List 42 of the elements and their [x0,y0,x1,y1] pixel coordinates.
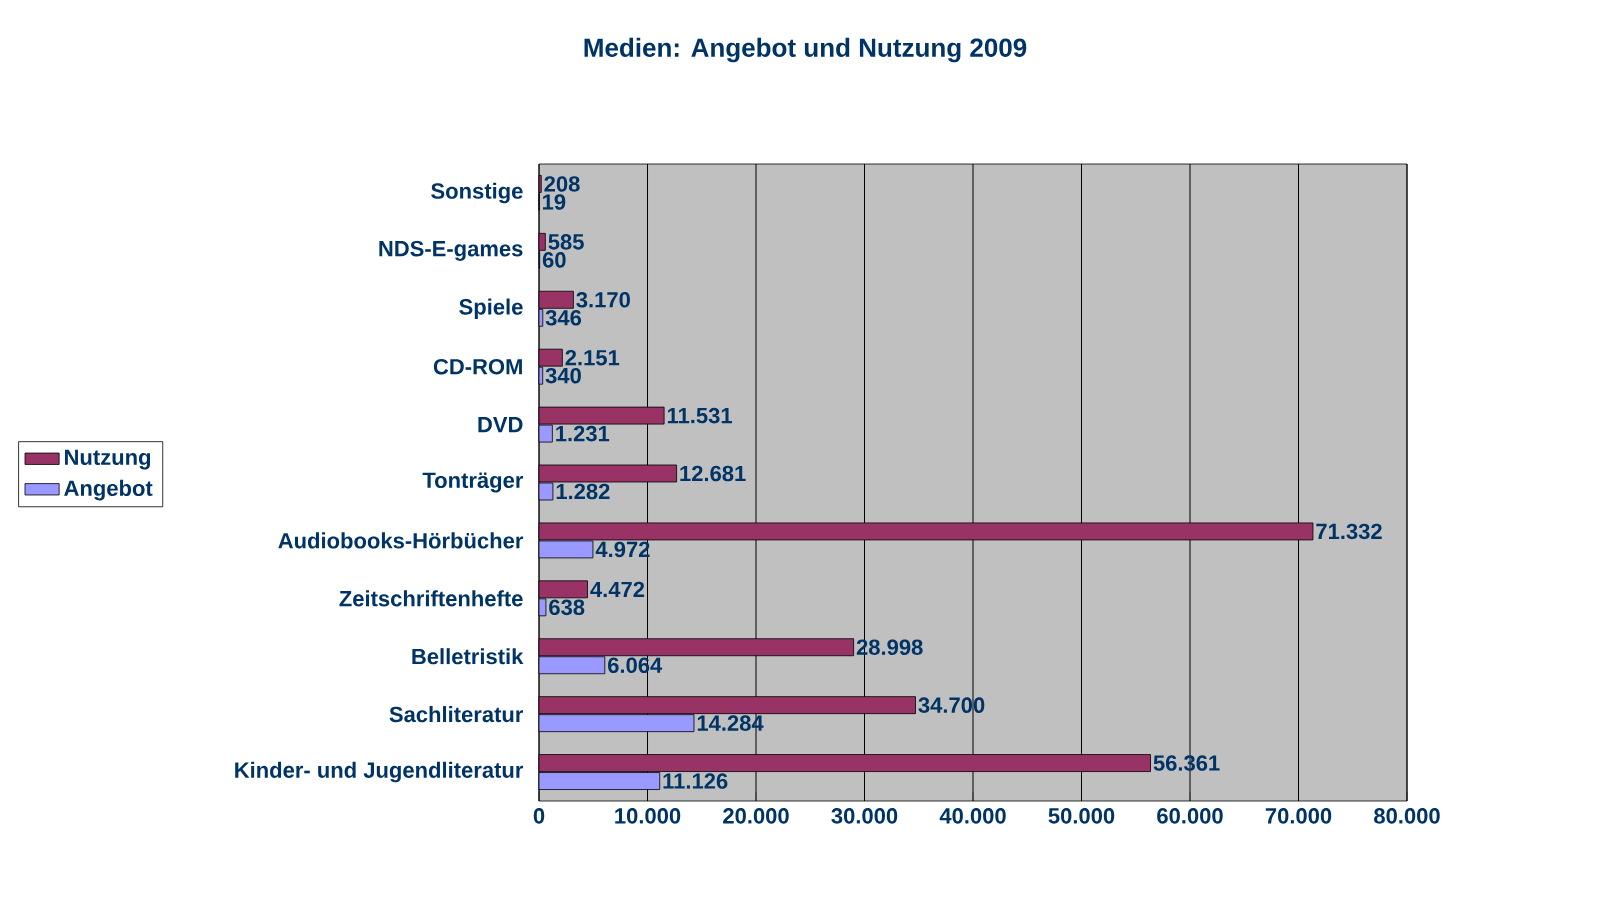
data-label: 346 [545,309,582,326]
y-tick-label: CD-ROM [433,358,522,375]
data-label: 19 [542,194,566,210]
y-tick-label: NDS-E-games [379,240,523,261]
x-tick-label: 10.000 [615,808,681,824]
data-label: 14.284 [697,715,764,731]
x-tick-label: 80.000 [1374,808,1440,824]
data-label: 3.170 [576,291,630,308]
legend-label: Angebot [64,479,153,501]
data-label: 638 [549,599,585,616]
data-label: 585 [548,234,584,250]
data-label: 2.151 [565,349,620,366]
data-label: 71.332 [1316,523,1382,540]
chart-title: Medien: Angebot und Nutzung 2009 [584,37,1027,63]
data-label: 4.472 [590,581,645,597]
x-tick-label: 30.000 [831,808,898,824]
data-label: 1.231 [556,425,610,442]
y-tick-label: Audiobooks-Hörbücher [278,532,524,549]
data-label: 340 [545,367,581,384]
data-label: 60 [542,252,566,268]
y-tick-label: Tonträger [422,472,524,493]
x-tick-label: 20.000 [723,808,789,824]
x-tick-label: 40.000 [939,808,1006,824]
y-tick-label: Sachliteratur [389,706,524,723]
y-tick-label: Kinder- und Jugendliteratur [235,761,524,783]
data-label: 208 [544,176,580,192]
y-tick-label: Zeitschriftenhefte [339,590,523,607]
x-tick-label: 50.000 [1048,808,1115,824]
y-tick-label: Spiele [459,298,523,320]
data-label: 1.282 [556,483,610,500]
y-tick-label: Belletristik [412,648,524,665]
x-tick-label: 0 [533,808,545,824]
data-label: 12.681 [680,465,746,482]
y-tick-label: Sonstige [431,182,523,204]
data-label: 11.126 [663,773,728,789]
data-label: 34.700 [918,697,985,713]
legend-label: Nutzung [65,449,151,470]
y-tick-label: DVD [478,417,523,433]
data-label: 11.531 [667,407,732,424]
x-tick-label: 70.000 [1265,808,1332,824]
data-label: 56.361 [1153,755,1220,771]
x-tick-label: 60.000 [1157,808,1223,824]
